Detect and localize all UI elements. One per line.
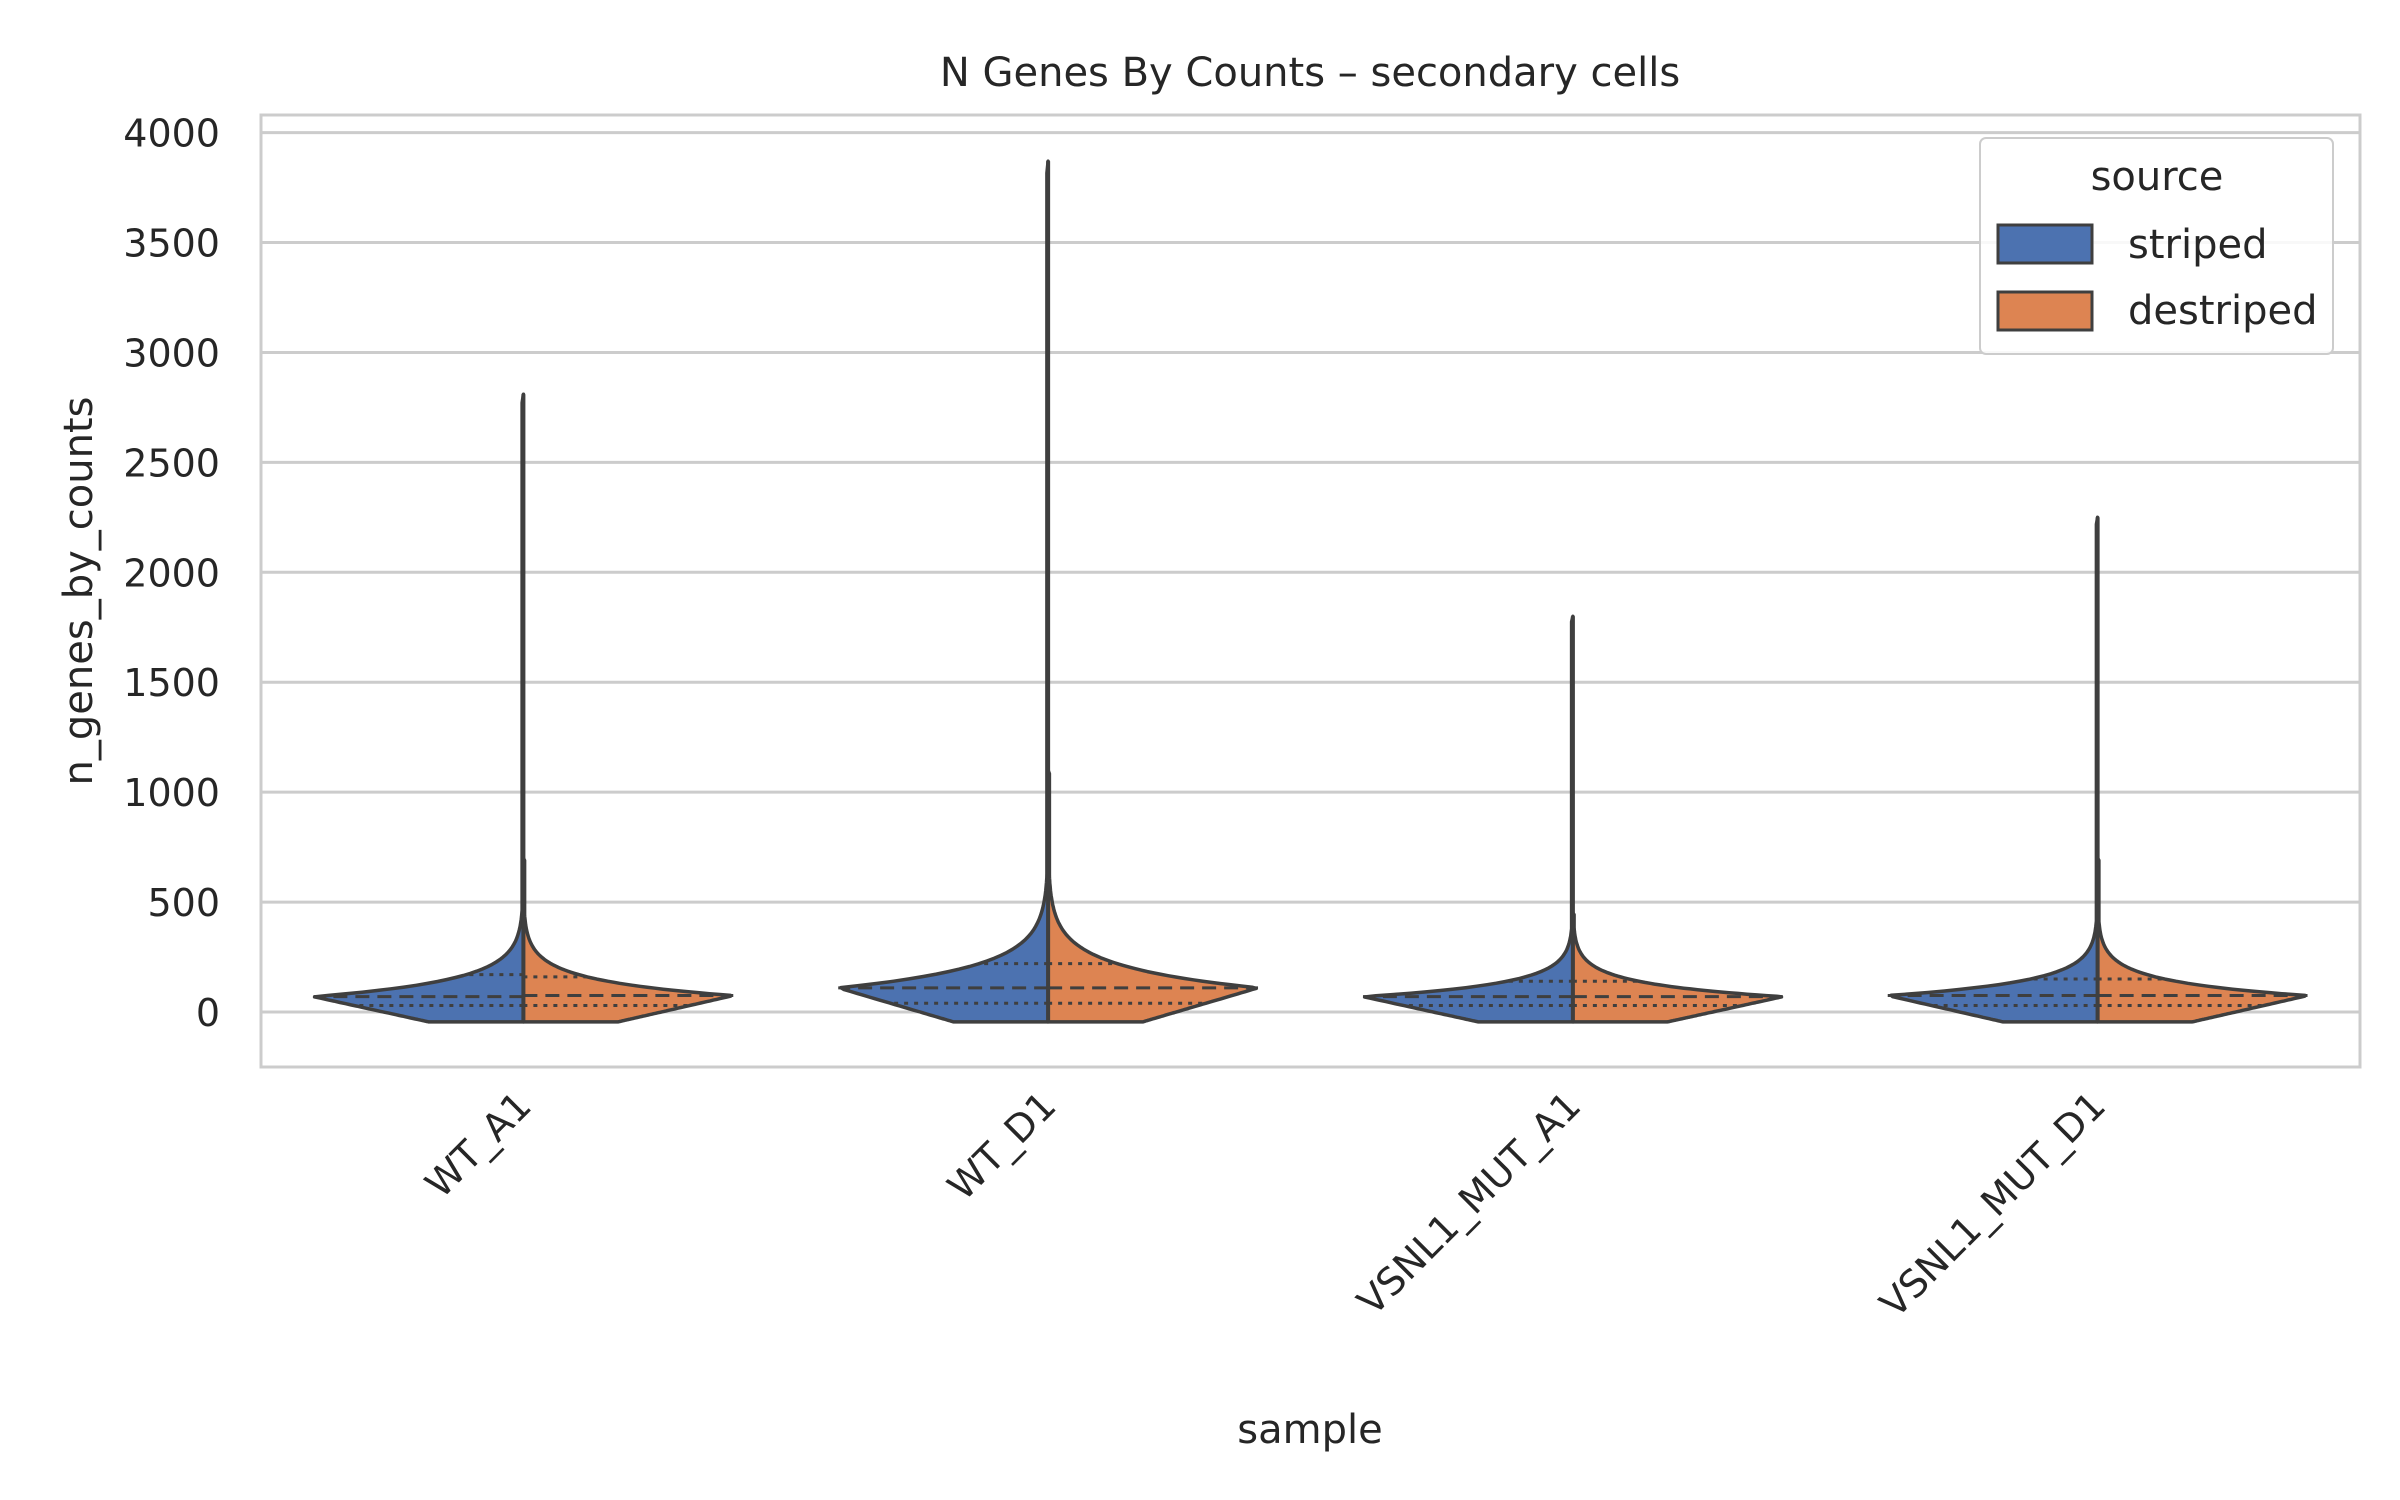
y-tick-label-500: 500: [147, 881, 220, 925]
legend-label-destriped: destriped: [2128, 288, 2317, 334]
chart-title: N Genes By Counts – secondary cells: [940, 50, 1680, 96]
y-tick-label-3000: 3000: [123, 331, 220, 375]
y-tick-label-2000: 2000: [123, 551, 220, 595]
y-tick-label-1500: 1500: [123, 661, 220, 705]
legend-swatch-striped: [1996, 223, 2094, 265]
violins: [312, 159, 2308, 1024]
y-tick-label-0: 0: [196, 991, 220, 1035]
legend: source striped destriped: [1979, 137, 2334, 355]
y-tick-label-1000: 1000: [123, 771, 220, 815]
y-axis-label: n_genes_by_counts: [56, 397, 102, 786]
y-tick-label-4000: 4000: [123, 112, 220, 156]
y-axis-ticks: 0 500 1000 1500 2000 2500 3000 3500 4000: [123, 112, 220, 1035]
plot-frame: [259, 113, 2362, 1069]
legend-swatch-destriped: [1996, 290, 2094, 332]
y-tick-label-2500: 2500: [123, 441, 220, 485]
legend-title: source: [2091, 154, 2224, 200]
y-tick-label-3500: 3500: [123, 222, 220, 266]
x-axis-label: sample: [1237, 1407, 1382, 1453]
legend-label-striped: striped: [2128, 222, 2267, 268]
